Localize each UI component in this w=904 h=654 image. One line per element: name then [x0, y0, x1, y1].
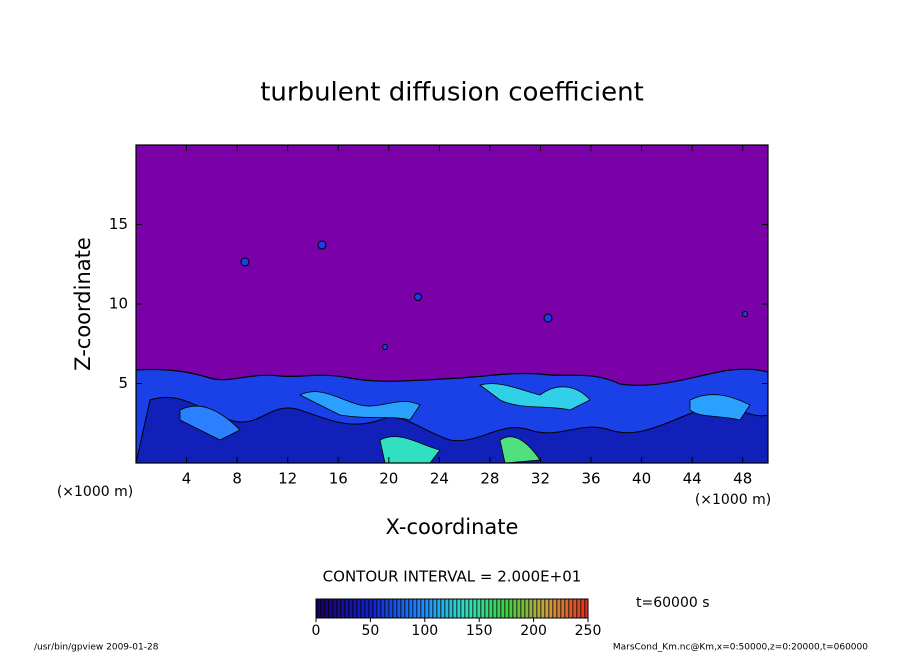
x-tick-label: 44	[683, 470, 702, 488]
x-tick-label: 28	[480, 470, 499, 488]
x-tick-label: 8	[232, 470, 242, 488]
footer-right: MarsCond_Km.nc@Km,x=0:50000,z=0:20000,t=…	[613, 643, 868, 653]
x-unit: (×1000 m)	[695, 492, 771, 508]
x-tick-label: 36	[581, 470, 600, 488]
x-tick-label: 32	[531, 470, 550, 488]
colorbar-tick-label: 0	[312, 623, 321, 639]
field	[136, 145, 768, 463]
colorbar-tick-label: 50	[361, 623, 379, 639]
x-axis-label: X-coordinate	[386, 515, 519, 539]
x-tick-label: 16	[329, 470, 348, 488]
y-unit: (×1000 m)	[57, 484, 133, 500]
x-tick-label: 40	[632, 470, 651, 488]
y-axis-label: Z-coordinate	[71, 237, 95, 371]
x-tick-label: 48	[733, 470, 752, 488]
y-tick-label: 5	[118, 374, 128, 392]
x-tick-label: 4	[182, 470, 192, 488]
colorbar-tick-label: 250	[575, 623, 602, 639]
colorbar-tick-label: 200	[520, 623, 547, 639]
colorbar-tick-label: 100	[411, 623, 438, 639]
time-label: t=60000 s	[636, 595, 710, 611]
y-tick-label: 10	[109, 295, 128, 313]
footer-left: /usr/bin/gpview 2009-01-28	[34, 643, 159, 653]
contour-interval: CONTOUR INTERVAL = 2.000E+01	[323, 568, 582, 586]
x-tick-label: 24	[430, 470, 449, 488]
chart-title: turbulent diffusion coefficient	[260, 78, 644, 108]
x-tick-label: 12	[278, 470, 297, 488]
x-tick-label: 20	[379, 470, 398, 488]
colorbar-lines	[316, 599, 588, 618]
colorbar-tick-label: 150	[466, 623, 493, 639]
y-tick-label: 15	[109, 215, 128, 233]
